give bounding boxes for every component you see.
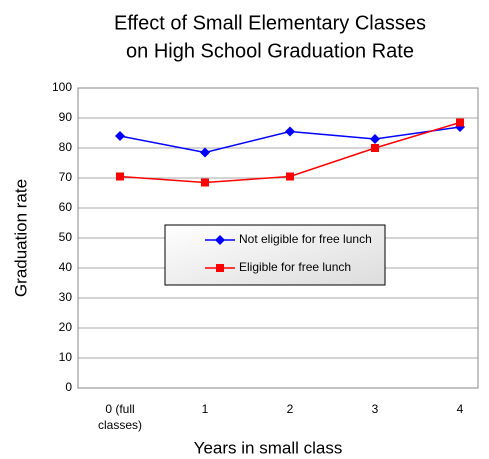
chart-title: Effect of Small Elementary Classes [114,12,426,34]
point [371,144,379,152]
y-tick-label: 10 [59,350,73,364]
y-tick-label: 80 [59,140,73,154]
y-tick-label: 90 [59,110,73,124]
x-tick-label: 0 (full classes) [98,402,142,432]
point [200,147,210,158]
point [285,126,295,137]
x-tick-label: 3 [372,402,379,416]
x-tick-label: 2 [287,402,294,416]
y-tick-label: 50 [59,230,73,244]
y-tick-label: 0 [65,380,72,394]
point [370,134,380,144]
point [115,131,125,141]
legend-label: Not eligible for free lunch [239,232,372,246]
plot-border [77,87,479,389]
y-tick-label: 100 [52,80,72,94]
y-tick-label: 40 [59,260,73,274]
x-axis-label: Years in small class [194,438,343,457]
legend-marker [216,264,224,272]
y-tick-label: 60 [59,200,73,214]
chart-title: on High School Graduation Rate [126,40,414,62]
y-tick-label: 70 [59,170,73,184]
x-tick-label: 4 [457,402,464,416]
legend-marker [215,235,225,245]
point [286,172,294,181]
legend [164,224,386,286]
x-tick-label: 1 [202,402,209,416]
point [116,172,124,181]
y-tick-label: 20 [59,320,73,334]
point [201,178,209,187]
y-axis-label: Graduation rate [11,179,30,297]
legend-label: Eligible for free lunch [239,260,351,274]
point [456,118,464,127]
y-tick-label: 30 [59,290,73,304]
